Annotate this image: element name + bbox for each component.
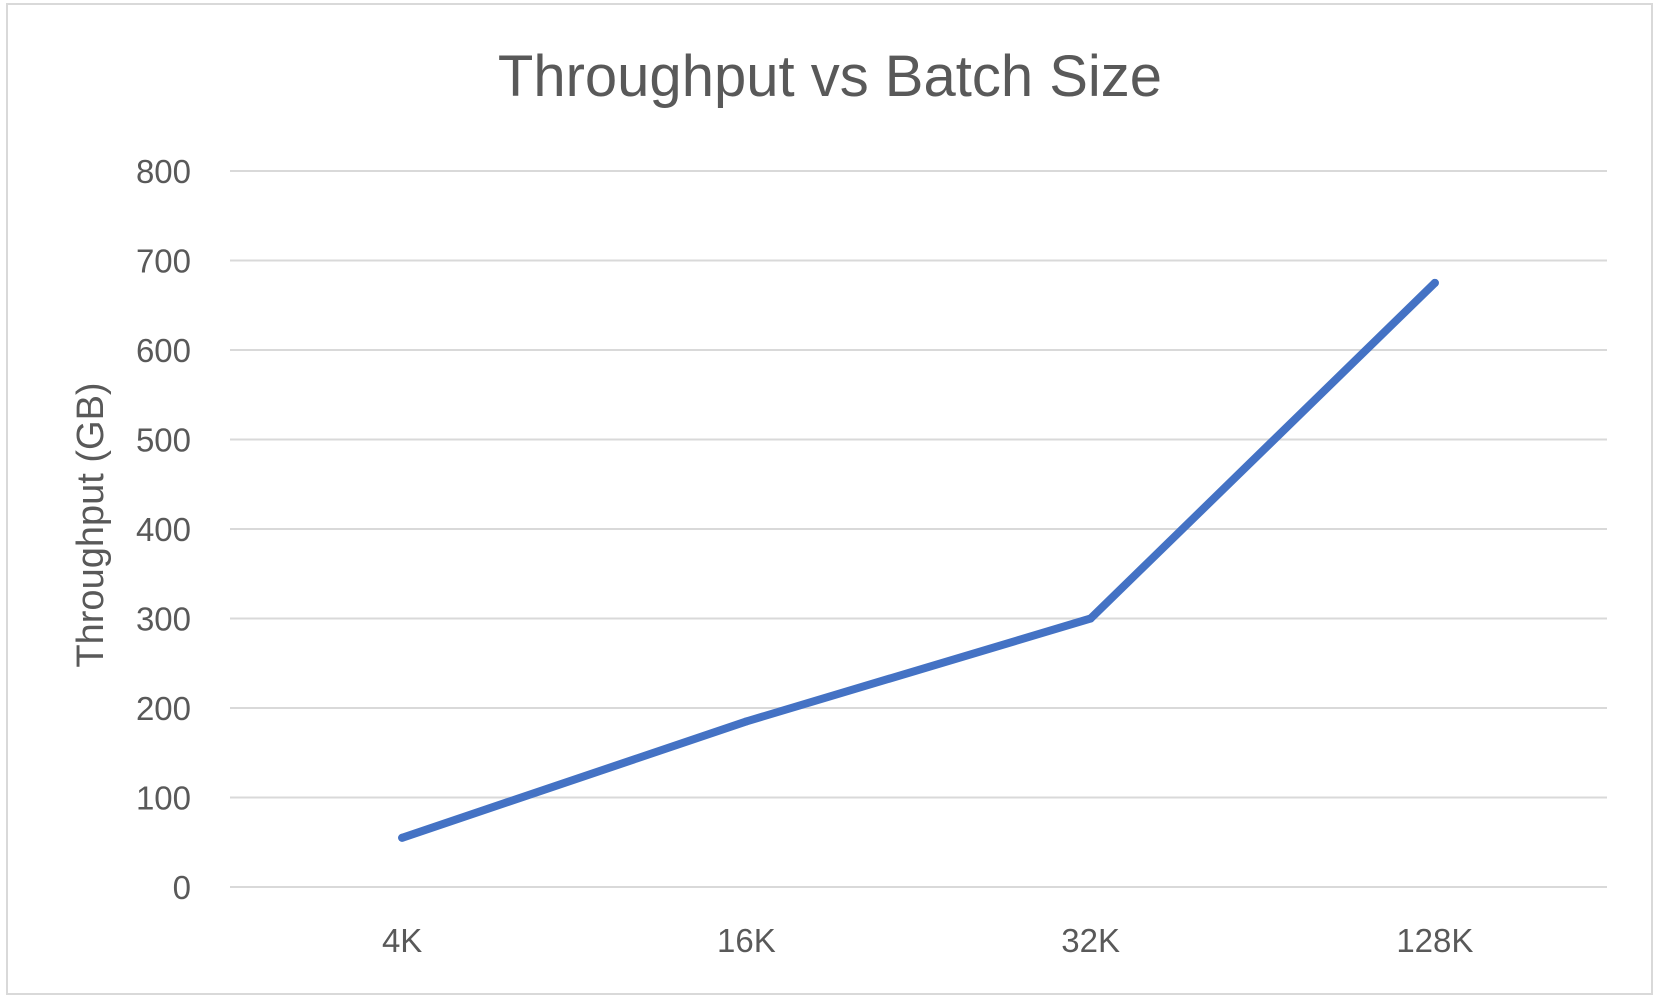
y-tick-label: 0 <box>173 869 191 906</box>
data-point <box>1086 614 1095 623</box>
data-point <box>398 833 407 842</box>
x-tick-label: 16K <box>717 922 776 959</box>
x-tick-label: 4K <box>382 922 422 959</box>
x-tick-label: 128K <box>1396 922 1473 959</box>
y-axis-ticks: 0 100 200 300 400 500 600 700 800 <box>136 153 191 906</box>
x-tick-label: 32K <box>1061 922 1120 959</box>
chart-frame <box>6 3 1653 995</box>
y-tick-label: 200 <box>136 690 191 727</box>
series-group <box>398 278 1439 842</box>
y-tick-label: 800 <box>136 153 191 190</box>
x-axis-ticks: 4K 16K 32K 128K <box>382 922 1473 959</box>
y-tick-label: 500 <box>136 422 191 459</box>
gridlines <box>230 170 1607 888</box>
chart-title: Throughput vs Batch Size <box>498 44 1162 109</box>
data-point <box>742 717 751 726</box>
series-line <box>398 278 1439 842</box>
y-tick-label: 700 <box>136 243 191 280</box>
y-tick-label: 400 <box>136 511 191 548</box>
y-tick-label: 100 <box>136 780 191 817</box>
data-point <box>1430 278 1439 287</box>
y-axis-title: Throughput (GB) <box>70 382 112 667</box>
y-tick-label: 300 <box>136 601 191 638</box>
y-tick-label: 600 <box>136 332 191 369</box>
